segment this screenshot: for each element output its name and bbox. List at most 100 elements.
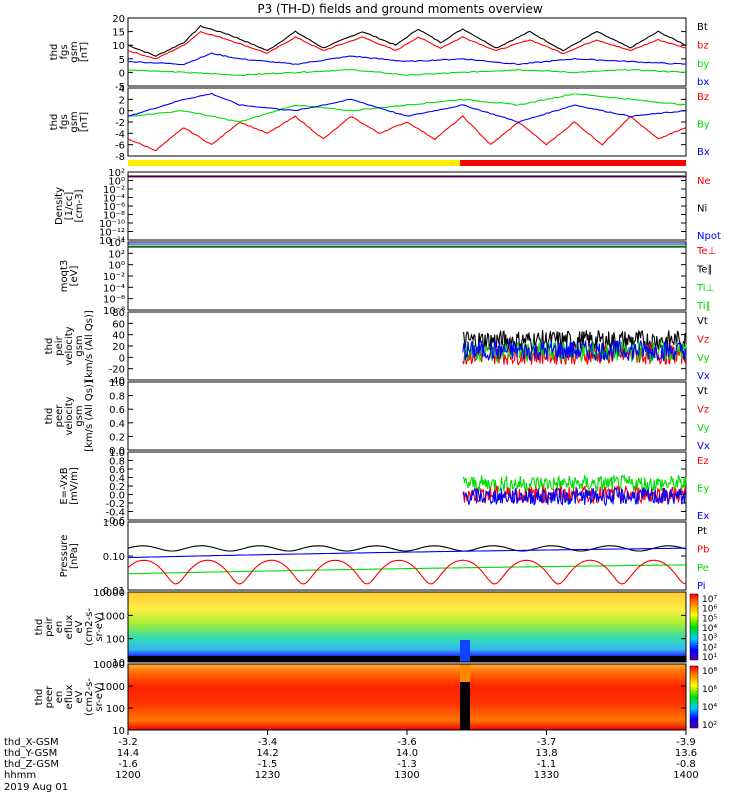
series-line-Pt — [127, 545, 687, 552]
y-axis-label: [nT] — [79, 112, 90, 132]
y-axis-label: thd — [49, 44, 60, 61]
footer-value: 14.2 — [256, 748, 278, 759]
y-tick-label: 0.10 — [103, 552, 125, 563]
series-line-Pe — [127, 564, 687, 575]
legend-label: bx — [697, 77, 709, 88]
y-tick-label: 10000 — [93, 660, 125, 671]
mode-bar-slow-survey — [128, 160, 461, 166]
colorbar-tick-label: 10¹ — [702, 653, 717, 663]
y-axis-label: E=-VxB — [59, 467, 70, 504]
colorbar-tick-label: 10⁷ — [702, 595, 717, 605]
footer-value: -1.3 — [397, 759, 417, 770]
legend-label: Ey — [697, 484, 709, 495]
colorbar — [689, 665, 699, 729]
footer-value: 1400 — [673, 770, 698, 781]
panel-peir_spec: 10000 1000 100 10 thd peir en eflux eV (cm2-s-sr-… — [34, 588, 717, 669]
y-axis-label: eV — [74, 690, 85, 703]
peer-spectrogram-gap — [460, 682, 471, 730]
panel-frame — [127, 591, 687, 663]
y-tick-label: 60 — [112, 319, 125, 330]
y-tick-label: -0.2 — [105, 499, 125, 510]
legend-label: Vt — [697, 316, 708, 327]
footer-row-label: thd_Z-GSM — [4, 759, 59, 770]
legend-label: Bz — [697, 92, 709, 103]
legend-label: Vy — [697, 423, 710, 434]
y-tick-label: 10⁰ — [108, 177, 125, 188]
y-axis-label: eV — [74, 620, 85, 633]
y-tick-label: -8 — [115, 152, 125, 163]
figure-title: P3 (TH-D) fields and ground moments over… — [257, 2, 542, 16]
y-tick-label: 10⁻² — [103, 185, 125, 196]
legend-label: Vy — [697, 353, 710, 364]
panel-fgs_gsm_b: 420-2-4-6-8 thd fgs gsm [nT] Bz By Bx — [49, 84, 710, 163]
y-axis-label: velocity — [64, 396, 75, 435]
legend-label: Ez — [697, 456, 709, 467]
y-axis-label: sr-eV) — [94, 612, 105, 641]
series-line-Bz — [127, 115, 687, 152]
y-axis-label: [cm-3] — [74, 189, 85, 222]
y-tick-label: 0.8 — [109, 457, 125, 468]
mode-bar-fast-survey — [460, 160, 686, 166]
y-axis-label: en — [54, 621, 65, 634]
colorbar — [689, 593, 699, 661]
footer-value: -3.6 — [397, 737, 417, 748]
y-tick-label: 5 — [119, 55, 125, 66]
y-axis-label: thd — [49, 114, 60, 131]
y-axis-label: [1/cc] — [64, 192, 75, 221]
legend-label: Pi — [697, 581, 706, 592]
y-tick-label: -6 — [115, 141, 125, 152]
y-tick-label: 10⁻² — [103, 272, 125, 283]
legend-label: Ti∥ — [696, 301, 711, 312]
y-tick-label: 0 — [119, 68, 125, 79]
y-axis-label: moqt3 — [59, 260, 70, 293]
y-axis-label: [nPa] — [69, 543, 80, 569]
footer-value: 13.6 — [675, 748, 697, 759]
y-axis-label: fgs — [59, 114, 70, 129]
y-axis-label: peer — [44, 685, 55, 709]
y-tick-label: 10000 — [93, 588, 125, 599]
y-tick-label: 1000 — [100, 611, 125, 622]
y-tick-label: -40 — [109, 376, 125, 387]
legend-label: Te∥ — [696, 264, 713, 275]
colorbar-tick-label: 10⁴ — [702, 703, 717, 713]
panel-peer_velocity: 1.0 0.8 0.6 0.4 0.2 0.0 thd peer velocity gsm [km/… — [44, 378, 710, 457]
colorbar-tick-label: 10⁶ — [702, 685, 717, 695]
y-tick-label: 0.4 — [109, 474, 125, 485]
legend-label: Ex — [697, 511, 709, 522]
legend-label: Vx — [697, 371, 710, 382]
y-tick-label: 100 — [106, 635, 125, 646]
legend-label: Vz — [697, 404, 709, 415]
y-tick-label: 20 — [112, 342, 125, 353]
legend-label: Ni — [697, 204, 707, 215]
y-tick-label: -20 — [109, 365, 125, 376]
legend-label: bz — [697, 40, 709, 51]
y-axis-label: eflux — [64, 615, 75, 640]
colorbar-tick-label: 10³ — [702, 634, 717, 644]
legend-label: Bt — [697, 22, 708, 33]
panel-frame — [127, 17, 687, 87]
y-axis-label: thd — [44, 338, 55, 355]
series-line-bx — [127, 52, 687, 66]
y-axis-label: peer — [54, 404, 65, 428]
colorbar-tick-label: 10⁸ — [702, 667, 717, 677]
legend-label: Pe — [697, 563, 709, 574]
legend-label: Pb — [697, 544, 709, 555]
peir-spectrogram — [128, 592, 686, 662]
legend-label: Npot — [697, 231, 721, 242]
y-tick-label: 10 — [112, 41, 125, 52]
y-tick-label: 2 — [119, 95, 125, 106]
legend-label: Ti⊥ — [696, 283, 714, 294]
y-tick-label: 10⁻⁴ — [103, 283, 125, 294]
y-axis-label: thd — [34, 619, 45, 636]
y-tick-label: 10⁴ — [108, 238, 125, 249]
footer-value: -3.4 — [258, 737, 278, 748]
footer-value: -3.2 — [118, 737, 138, 748]
footer-value: 13.8 — [535, 748, 557, 759]
y-tick-label: 10⁻⁶ — [103, 202, 125, 213]
y-axis-label: (cm2-s- — [84, 678, 95, 716]
